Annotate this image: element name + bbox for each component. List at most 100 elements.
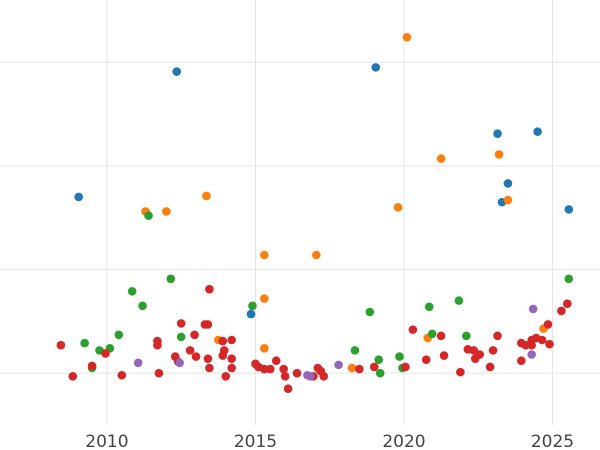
scatter-point bbox=[424, 302, 434, 312]
scatter-point bbox=[369, 362, 379, 372]
scatter-point bbox=[185, 346, 195, 355]
scatter-point bbox=[172, 67, 182, 76]
scatter-point bbox=[227, 363, 236, 373]
scatter-point bbox=[246, 309, 256, 319]
scatter-point bbox=[144, 211, 153, 220]
x-tick-label: 2010 bbox=[85, 432, 128, 450]
scatter-point bbox=[488, 346, 498, 355]
scatter-point bbox=[543, 320, 553, 329]
scatter-point bbox=[334, 360, 343, 370]
scatter-point bbox=[454, 296, 464, 305]
scatter-point bbox=[219, 346, 229, 355]
scatter-point bbox=[436, 331, 446, 341]
scatter-point bbox=[260, 294, 269, 303]
scatter-point bbox=[271, 356, 281, 366]
scatter-point bbox=[371, 63, 381, 72]
scatter-point bbox=[202, 191, 211, 201]
scatter-point bbox=[494, 150, 504, 159]
scatter-point bbox=[101, 349, 110, 358]
scatter-point bbox=[260, 343, 269, 353]
scatter-point bbox=[402, 33, 412, 42]
scatter-point bbox=[374, 355, 384, 364]
scatter-point bbox=[248, 301, 257, 311]
scatter-point bbox=[564, 274, 574, 284]
scatter-point bbox=[427, 329, 437, 339]
x-tick-label: 2015 bbox=[234, 432, 277, 450]
scatter-point bbox=[527, 350, 536, 359]
scatter-point bbox=[485, 362, 495, 372]
data-points bbox=[56, 33, 574, 394]
scatter-point bbox=[350, 346, 360, 355]
scatter-point bbox=[117, 370, 127, 380]
scatter-point bbox=[280, 371, 290, 381]
scatter-point bbox=[203, 354, 213, 363]
scatter-point bbox=[557, 306, 566, 316]
scatter-point bbox=[227, 354, 236, 363]
scatter-point bbox=[516, 356, 526, 366]
scatter-point bbox=[133, 358, 143, 368]
scatter-point bbox=[221, 371, 231, 381]
scatter-point bbox=[408, 325, 418, 334]
scatter-point bbox=[462, 331, 471, 341]
scatter-point bbox=[153, 340, 162, 350]
scatter-point bbox=[375, 368, 385, 378]
scatter-point bbox=[319, 371, 329, 381]
scatter-point bbox=[260, 250, 269, 260]
scatter-point bbox=[306, 371, 315, 381]
scatter-point bbox=[292, 368, 302, 378]
scatter-point bbox=[475, 350, 485, 359]
scatter-point bbox=[395, 352, 404, 361]
scatter-point bbox=[564, 205, 574, 214]
scatter-point bbox=[74, 192, 84, 202]
scatter-point bbox=[537, 335, 547, 345]
scatter-point bbox=[218, 336, 228, 346]
x-tick-label: 2020 bbox=[382, 432, 425, 450]
scatter-point bbox=[533, 127, 542, 136]
scatter-point bbox=[138, 301, 147, 311]
scatter-point bbox=[355, 364, 364, 374]
scatter-point bbox=[162, 207, 171, 216]
scatter-point bbox=[401, 362, 410, 372]
scatter-point bbox=[545, 339, 554, 349]
scatter-point bbox=[421, 355, 431, 364]
scatter-point bbox=[563, 299, 572, 309]
scatter-point bbox=[205, 363, 214, 373]
scatter-point bbox=[365, 307, 375, 317]
scatter-point bbox=[166, 274, 176, 284]
scatter-point bbox=[279, 364, 288, 374]
x-axis-ticks: 2010 2015 2020 2025 bbox=[85, 432, 574, 450]
scatter-point bbox=[521, 340, 531, 350]
scatter-point bbox=[154, 368, 164, 378]
scatter-point bbox=[56, 340, 66, 350]
scatter-point bbox=[456, 367, 465, 377]
scatter-point bbox=[227, 335, 236, 345]
scatter-point bbox=[436, 154, 446, 163]
scatter-point bbox=[114, 330, 124, 340]
scatter-point bbox=[190, 330, 199, 340]
scatter-point bbox=[68, 371, 78, 381]
scatter-point bbox=[87, 361, 97, 371]
grid-lines bbox=[0, 0, 600, 425]
scatter-point bbox=[80, 338, 89, 348]
scatter-point bbox=[503, 179, 513, 188]
scatter-point bbox=[127, 286, 137, 296]
scatter-point bbox=[176, 319, 186, 328]
scatter-point bbox=[265, 364, 275, 374]
scatter-point bbox=[260, 364, 269, 374]
scatter-point bbox=[493, 129, 502, 139]
scatter-point bbox=[347, 363, 357, 373]
x-tick-label: 2025 bbox=[531, 432, 574, 450]
scatter-point bbox=[528, 304, 538, 314]
scatter-point bbox=[205, 284, 214, 294]
scatter-point bbox=[393, 203, 403, 212]
scatter-point bbox=[283, 384, 293, 394]
scatter-point bbox=[175, 358, 185, 368]
scatter-point bbox=[312, 250, 321, 260]
scatter-point bbox=[203, 320, 213, 329]
scatter-point bbox=[439, 351, 449, 360]
scatter-point bbox=[493, 331, 502, 341]
scatter-point bbox=[176, 332, 186, 342]
scatter-point bbox=[191, 352, 201, 361]
scatter-point bbox=[527, 340, 536, 350]
